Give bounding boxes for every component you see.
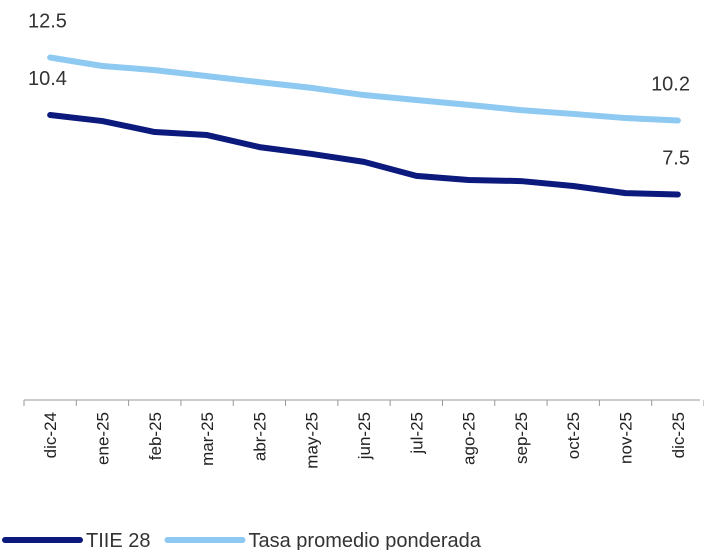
data-label: 10.4: [28, 68, 67, 90]
legend-label: Tasa promedio ponderada: [248, 530, 481, 550]
line: [47, 54, 681, 124]
x-tick-label: mar-25: [198, 412, 217, 466]
x-tick-label: abr-25: [250, 412, 269, 461]
x-tick-label: dic-24: [41, 412, 60, 458]
x-tick-label: oct-25: [564, 412, 583, 459]
data-label: 12.5: [28, 11, 67, 33]
x-tick-label: nov-25: [617, 412, 636, 464]
x-tick-label: feb-25: [146, 412, 165, 460]
data-label: 10.2: [651, 74, 690, 96]
x-tick-label: dic-25: [669, 412, 688, 458]
x-tick-label: may-25: [303, 412, 322, 469]
data-label: 7.5: [662, 148, 690, 170]
line: [47, 112, 681, 198]
legend-label: TIIE 28: [86, 530, 150, 550]
x-tick-label: jun-25: [355, 412, 374, 460]
x-tick-label: jul-25: [407, 412, 426, 455]
x-tick-label: sep-25: [512, 412, 531, 464]
x-tick-label: ene-25: [93, 412, 112, 465]
x-tick-label: ago-25: [460, 412, 479, 465]
